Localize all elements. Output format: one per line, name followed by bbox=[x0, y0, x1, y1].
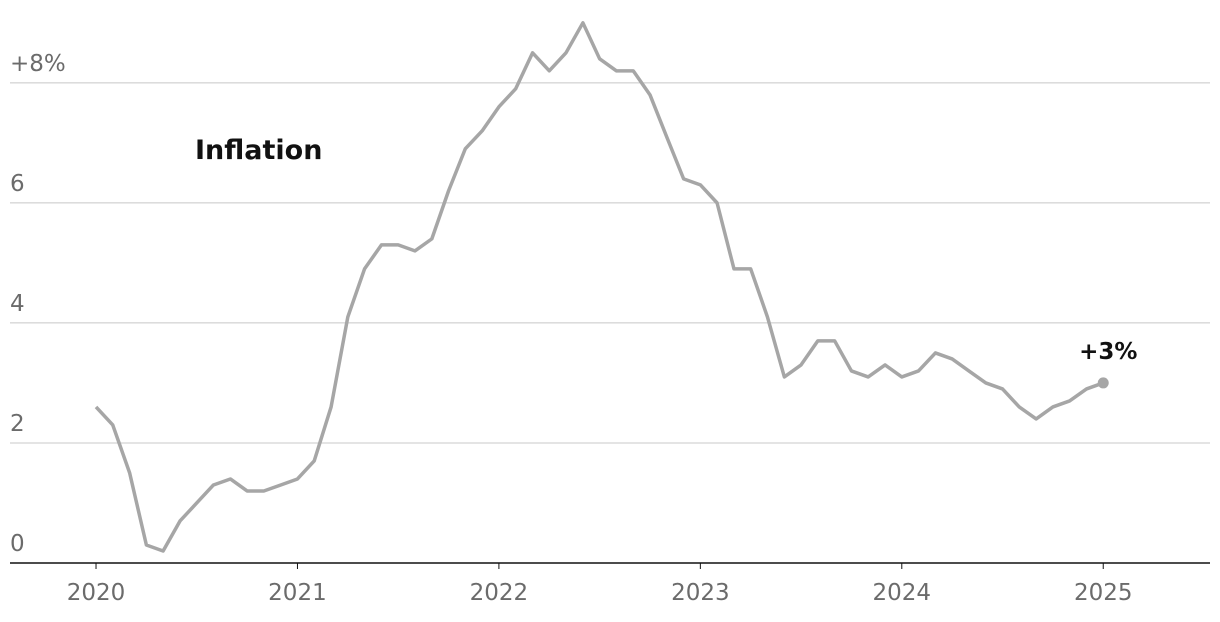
y-tick-label: 0 bbox=[10, 531, 25, 557]
x-tick-label: 2022 bbox=[470, 580, 529, 606]
chart-title: Inflation bbox=[195, 135, 322, 166]
y-tick-label: +8% bbox=[10, 51, 66, 77]
end-dot bbox=[1097, 377, 1109, 389]
x-tick-label: 2024 bbox=[873, 580, 932, 606]
y-tick-label: 2 bbox=[10, 411, 25, 437]
x-tick-label: 2023 bbox=[671, 580, 730, 606]
line bbox=[94, 21, 1104, 553]
y-tick-label: 6 bbox=[10, 171, 25, 197]
x-tick-label: 2025 bbox=[1074, 580, 1133, 606]
annotation: +3% bbox=[1079, 339, 1137, 365]
x-tick-label: 2021 bbox=[268, 580, 327, 606]
y-tick-label: 4 bbox=[10, 291, 25, 317]
x-tick-label: 2020 bbox=[67, 580, 126, 606]
